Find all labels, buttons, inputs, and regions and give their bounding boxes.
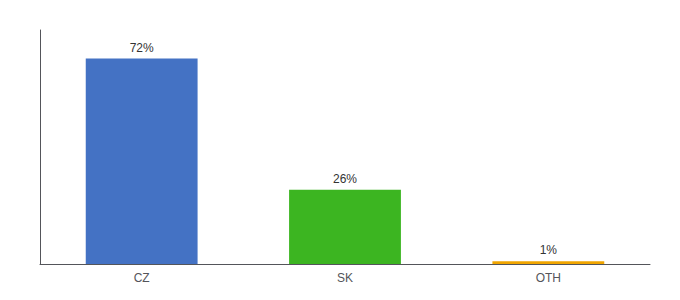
svg-text:26%: 26% xyxy=(333,172,357,186)
svg-text:CZ: CZ xyxy=(134,271,150,285)
svg-text:72%: 72% xyxy=(130,41,154,55)
svg-text:SK: SK xyxy=(337,271,353,285)
svg-text:1%: 1% xyxy=(540,243,558,257)
svg-text:OTH: OTH xyxy=(536,271,561,285)
